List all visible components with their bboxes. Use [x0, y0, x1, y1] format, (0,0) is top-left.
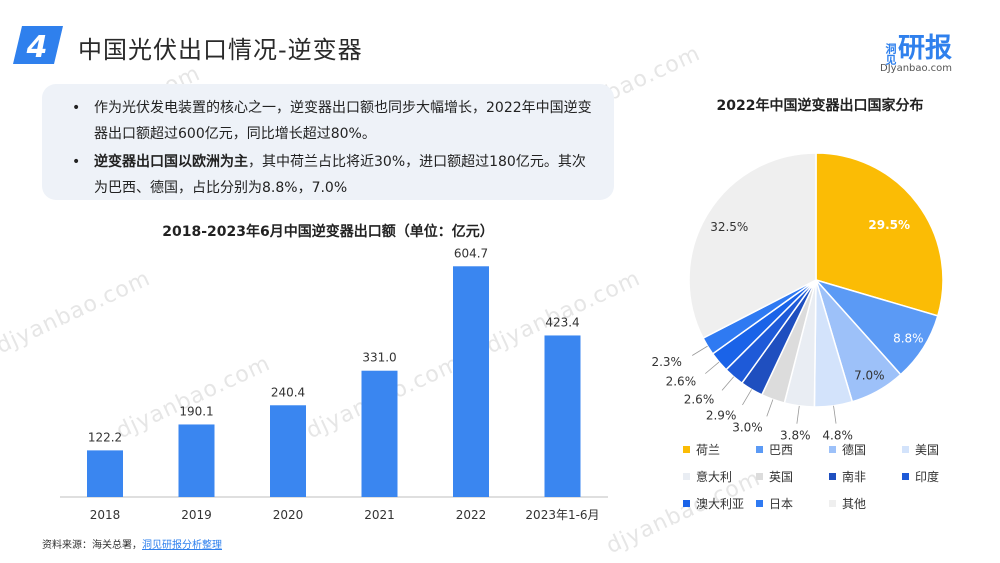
legend-item: 其他: [825, 495, 898, 512]
pie-slice-label: 8.8%: [893, 331, 924, 345]
legend-label: 南非: [842, 470, 867, 484]
pie-slice-label: 4.8%: [822, 428, 853, 442]
legend-swatch: [683, 500, 690, 507]
source-link[interactable]: 洞见研报分析整理: [142, 540, 222, 551]
pie-leader-line: [766, 399, 774, 417]
legend-label: 美国: [915, 443, 940, 457]
summary-item: • 作为光伏发电装置的核心之一，逆变器出口额也同步大幅增长，2022年中国逆变器…: [72, 95, 592, 147]
pie-chart: 29.5%8.8%7.0%4.8%3.8%3.0%2.9%2.6%2.6%2.3…: [651, 152, 944, 443]
legend-item: 意大利: [679, 468, 752, 485]
legend-item: 荷兰: [679, 441, 752, 458]
x-tick-label: 2022: [456, 508, 487, 522]
legend-swatch: [829, 473, 836, 480]
section-number: 4: [26, 30, 48, 64]
x-tick-label: 2023年1-6月: [525, 508, 599, 522]
legend-item: 南非: [825, 468, 898, 485]
x-tick-label: 2018: [90, 508, 121, 522]
bar-chart-title: 2018-2023年6月中国逆变器出口额（单位：亿元）: [162, 224, 494, 240]
legend-item: 澳大利亚: [679, 495, 752, 512]
pie-slice-label: 2.9%: [706, 408, 737, 422]
pie-legend: 荷兰 巴西 德国 美国意大利 英国 南非 印度澳大利亚 日本 其他: [679, 441, 969, 512]
legend-swatch: [756, 500, 763, 507]
legend-item: 美国: [898, 441, 971, 458]
legend-swatch: [902, 473, 909, 480]
bar-value-label: 604.7: [454, 246, 488, 260]
legend-label: 巴西: [769, 443, 794, 457]
legend-swatch: [829, 446, 836, 453]
pie-leader-line: [796, 405, 800, 424]
legend-label: 德国: [842, 443, 867, 457]
legend-swatch: [756, 446, 763, 453]
legend-swatch: [683, 473, 690, 480]
legend-swatch: [902, 446, 909, 453]
summary-item-text: ，其中荷兰占比将近30%，进口额超过180亿元。其次为巴西、德国，占比分别为8.…: [94, 154, 586, 196]
pie-slice-label: 2.6%: [666, 374, 697, 388]
legend-item: 印度: [898, 468, 971, 485]
bar: [544, 335, 581, 497]
section-number-badge: 4: [13, 26, 63, 64]
pie-leader-line: [742, 389, 752, 406]
summary-item: • 逆变器出口国以欧洲为主，其中荷兰占比将近30%，进口额超过180亿元。其次为…: [72, 149, 592, 201]
summary-box: • 作为光伏发电装置的核心之一，逆变器出口额也同步大幅增长，2022年中国逆变器…: [42, 84, 614, 200]
bar: [361, 370, 398, 497]
legend-item: 德国: [825, 441, 898, 458]
legend-label: 其他: [842, 497, 867, 511]
legend-label: 印度: [915, 470, 940, 484]
pie-slice-label: 3.8%: [780, 429, 811, 443]
summary-item-bold: 逆变器出口国以欧洲为主: [94, 154, 248, 170]
source-prefix: 资料来源：海关总署，: [42, 540, 142, 551]
pie-slice-label: 2.6%: [684, 393, 715, 407]
pie-slice-label: 7.0%: [854, 368, 885, 382]
bar-value-label: 331.0: [362, 351, 396, 365]
source-note: 资料来源：海关总署，洞见研报分析整理: [42, 536, 222, 551]
x-tick-label: 2020: [273, 508, 304, 522]
legend-label: 荷兰: [696, 443, 721, 457]
pie-leader-line: [705, 361, 720, 374]
bar-chart: 122.2 2018 190.1 2019 240.4 2020 331.0 2021 604.…: [60, 246, 608, 522]
pie-leader-line: [692, 345, 708, 356]
legend-item: 日本: [752, 495, 825, 512]
legend-swatch: [829, 500, 836, 507]
pie-slice: [688, 152, 817, 340]
logo-url: DJyanbao.com: [880, 63, 952, 74]
legend-item: 英国: [752, 468, 825, 485]
bar: [453, 266, 489, 497]
summary-item-text: 作为光伏发电装置的核心之一，逆变器出口额也同步大幅增长，2022年中国逆变器出口…: [94, 100, 592, 142]
bar-value-label: 122.2: [88, 430, 122, 444]
logo-small-text: 洞见: [884, 43, 897, 65]
legend-label: 英国: [769, 470, 794, 484]
page-title: 中国光伏出口情况-逆变器: [78, 36, 363, 64]
logo-main-text: 研报: [898, 33, 952, 64]
pie-chart-title: 2022年中国逆变器出口国家分布: [716, 98, 924, 114]
legend-label: 意大利: [696, 470, 733, 484]
logo: 洞见 研报 DJyanbao.com: [860, 26, 952, 74]
bar: [270, 405, 306, 497]
pie-leader-line: [721, 376, 734, 391]
legend-label: 澳大利亚: [696, 497, 745, 511]
bar-value-label: 240.4: [271, 385, 305, 399]
pie-leader-line: [833, 405, 837, 424]
legend-swatch: [756, 473, 763, 480]
bar: [178, 424, 215, 497]
legend-label: 日本: [769, 497, 794, 511]
bullet-icon: •: [72, 154, 81, 170]
pie-slice-label: 3.0%: [732, 421, 763, 435]
bar: [87, 450, 123, 497]
bar-value-label: 423.4: [545, 315, 579, 329]
legend-swatch: [683, 446, 690, 453]
x-tick-label: 2021: [364, 508, 395, 522]
pie-slice: [815, 152, 944, 317]
bar-value-label: 190.1: [179, 404, 213, 418]
bullet-icon: •: [72, 100, 81, 116]
pie-slice-label: 32.5%: [710, 220, 748, 234]
pie-slice-label: 2.3%: [651, 355, 682, 369]
legend-item: 巴西: [752, 441, 825, 458]
pie-slice-label: 29.5%: [868, 218, 910, 232]
x-tick-label: 2019: [181, 508, 212, 522]
